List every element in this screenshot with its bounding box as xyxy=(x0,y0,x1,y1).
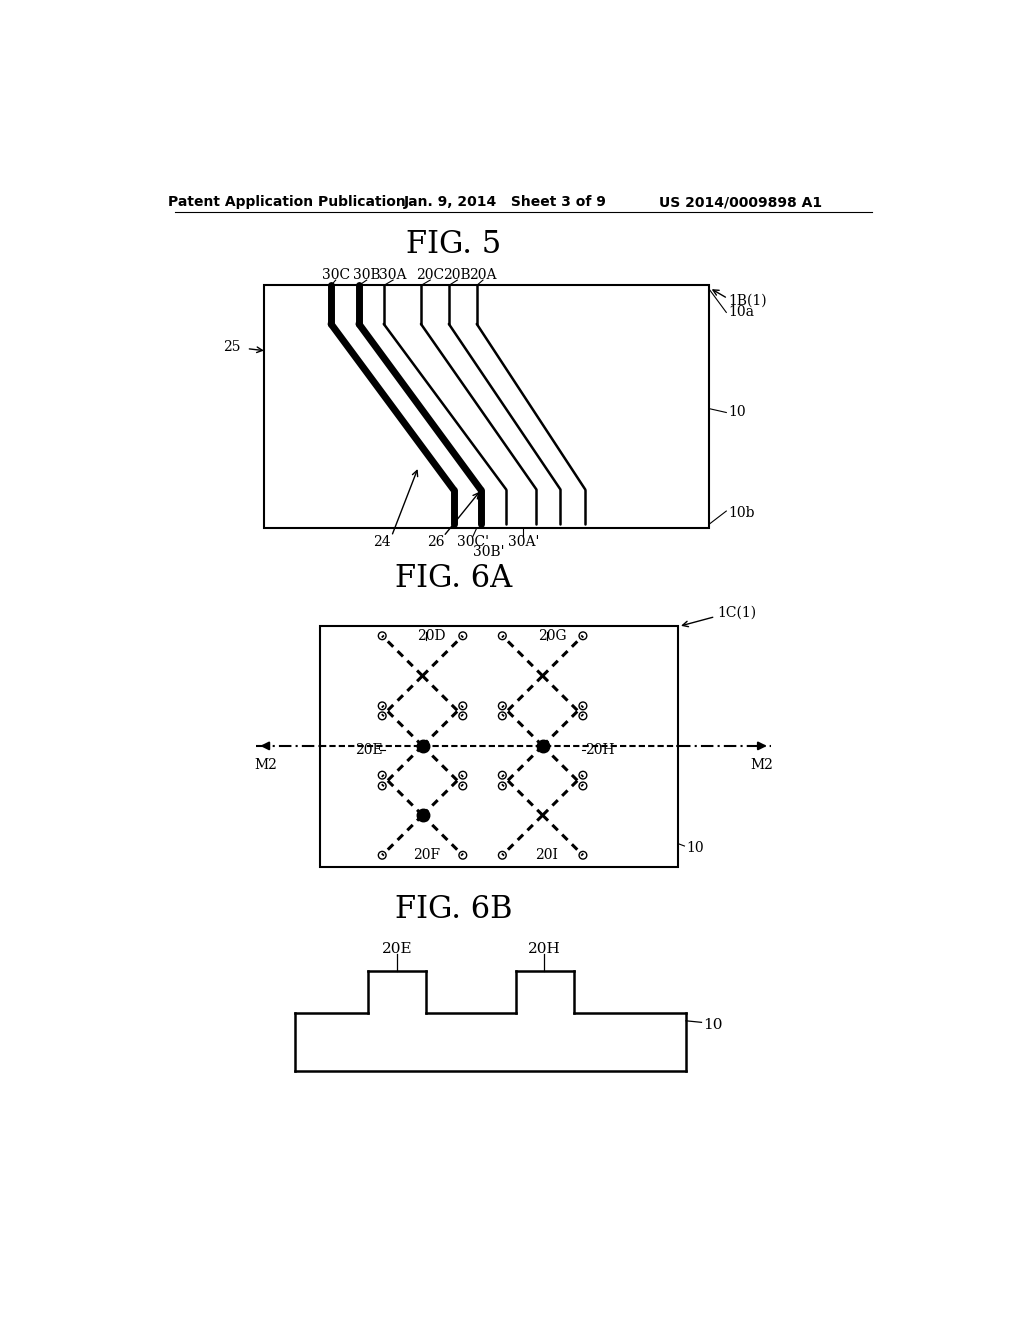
Bar xyxy=(263,285,710,528)
Text: US 2014/0009898 A1: US 2014/0009898 A1 xyxy=(658,195,822,210)
Text: 20E: 20E xyxy=(382,942,413,956)
Text: 10b: 10b xyxy=(729,506,755,520)
Text: 30A: 30A xyxy=(379,268,407,282)
Text: FIG. 5: FIG. 5 xyxy=(406,230,501,260)
Text: 1C(1): 1C(1) xyxy=(717,606,756,619)
Text: 20F: 20F xyxy=(413,849,440,862)
Text: 20H: 20H xyxy=(586,743,614,756)
Text: 30B: 30B xyxy=(353,268,381,282)
Text: 20C: 20C xyxy=(416,268,444,282)
Text: 20I: 20I xyxy=(536,849,558,862)
Text: 20G: 20G xyxy=(538,628,566,643)
Text: 25: 25 xyxy=(223,341,241,354)
Text: FIG. 6A: FIG. 6A xyxy=(395,562,512,594)
Text: M2: M2 xyxy=(255,758,278,772)
Text: 26: 26 xyxy=(427,535,444,549)
Text: 10: 10 xyxy=(703,1018,723,1032)
Text: Patent Application Publication: Patent Application Publication xyxy=(168,195,406,210)
Text: 10: 10 xyxy=(729,405,746,420)
Text: 20B: 20B xyxy=(443,268,471,282)
Text: 10a: 10a xyxy=(729,305,755,319)
Text: 24: 24 xyxy=(374,535,391,549)
Text: M2: M2 xyxy=(751,758,773,772)
Text: 10: 10 xyxy=(686,841,703,854)
Text: 30A': 30A' xyxy=(508,535,539,549)
Text: 20D: 20D xyxy=(418,628,446,643)
Text: 1B(1): 1B(1) xyxy=(729,294,767,308)
Text: 20H: 20H xyxy=(527,942,560,956)
Text: 30B': 30B' xyxy=(473,545,504,558)
Text: 20E: 20E xyxy=(354,743,382,756)
Bar xyxy=(321,626,678,867)
Text: FIG. 6B: FIG. 6B xyxy=(394,894,512,924)
Text: Jan. 9, 2014   Sheet 3 of 9: Jan. 9, 2014 Sheet 3 of 9 xyxy=(404,195,607,210)
Text: 30C: 30C xyxy=(322,268,350,282)
Text: 30C': 30C' xyxy=(457,535,488,549)
Text: 20A: 20A xyxy=(469,268,497,282)
